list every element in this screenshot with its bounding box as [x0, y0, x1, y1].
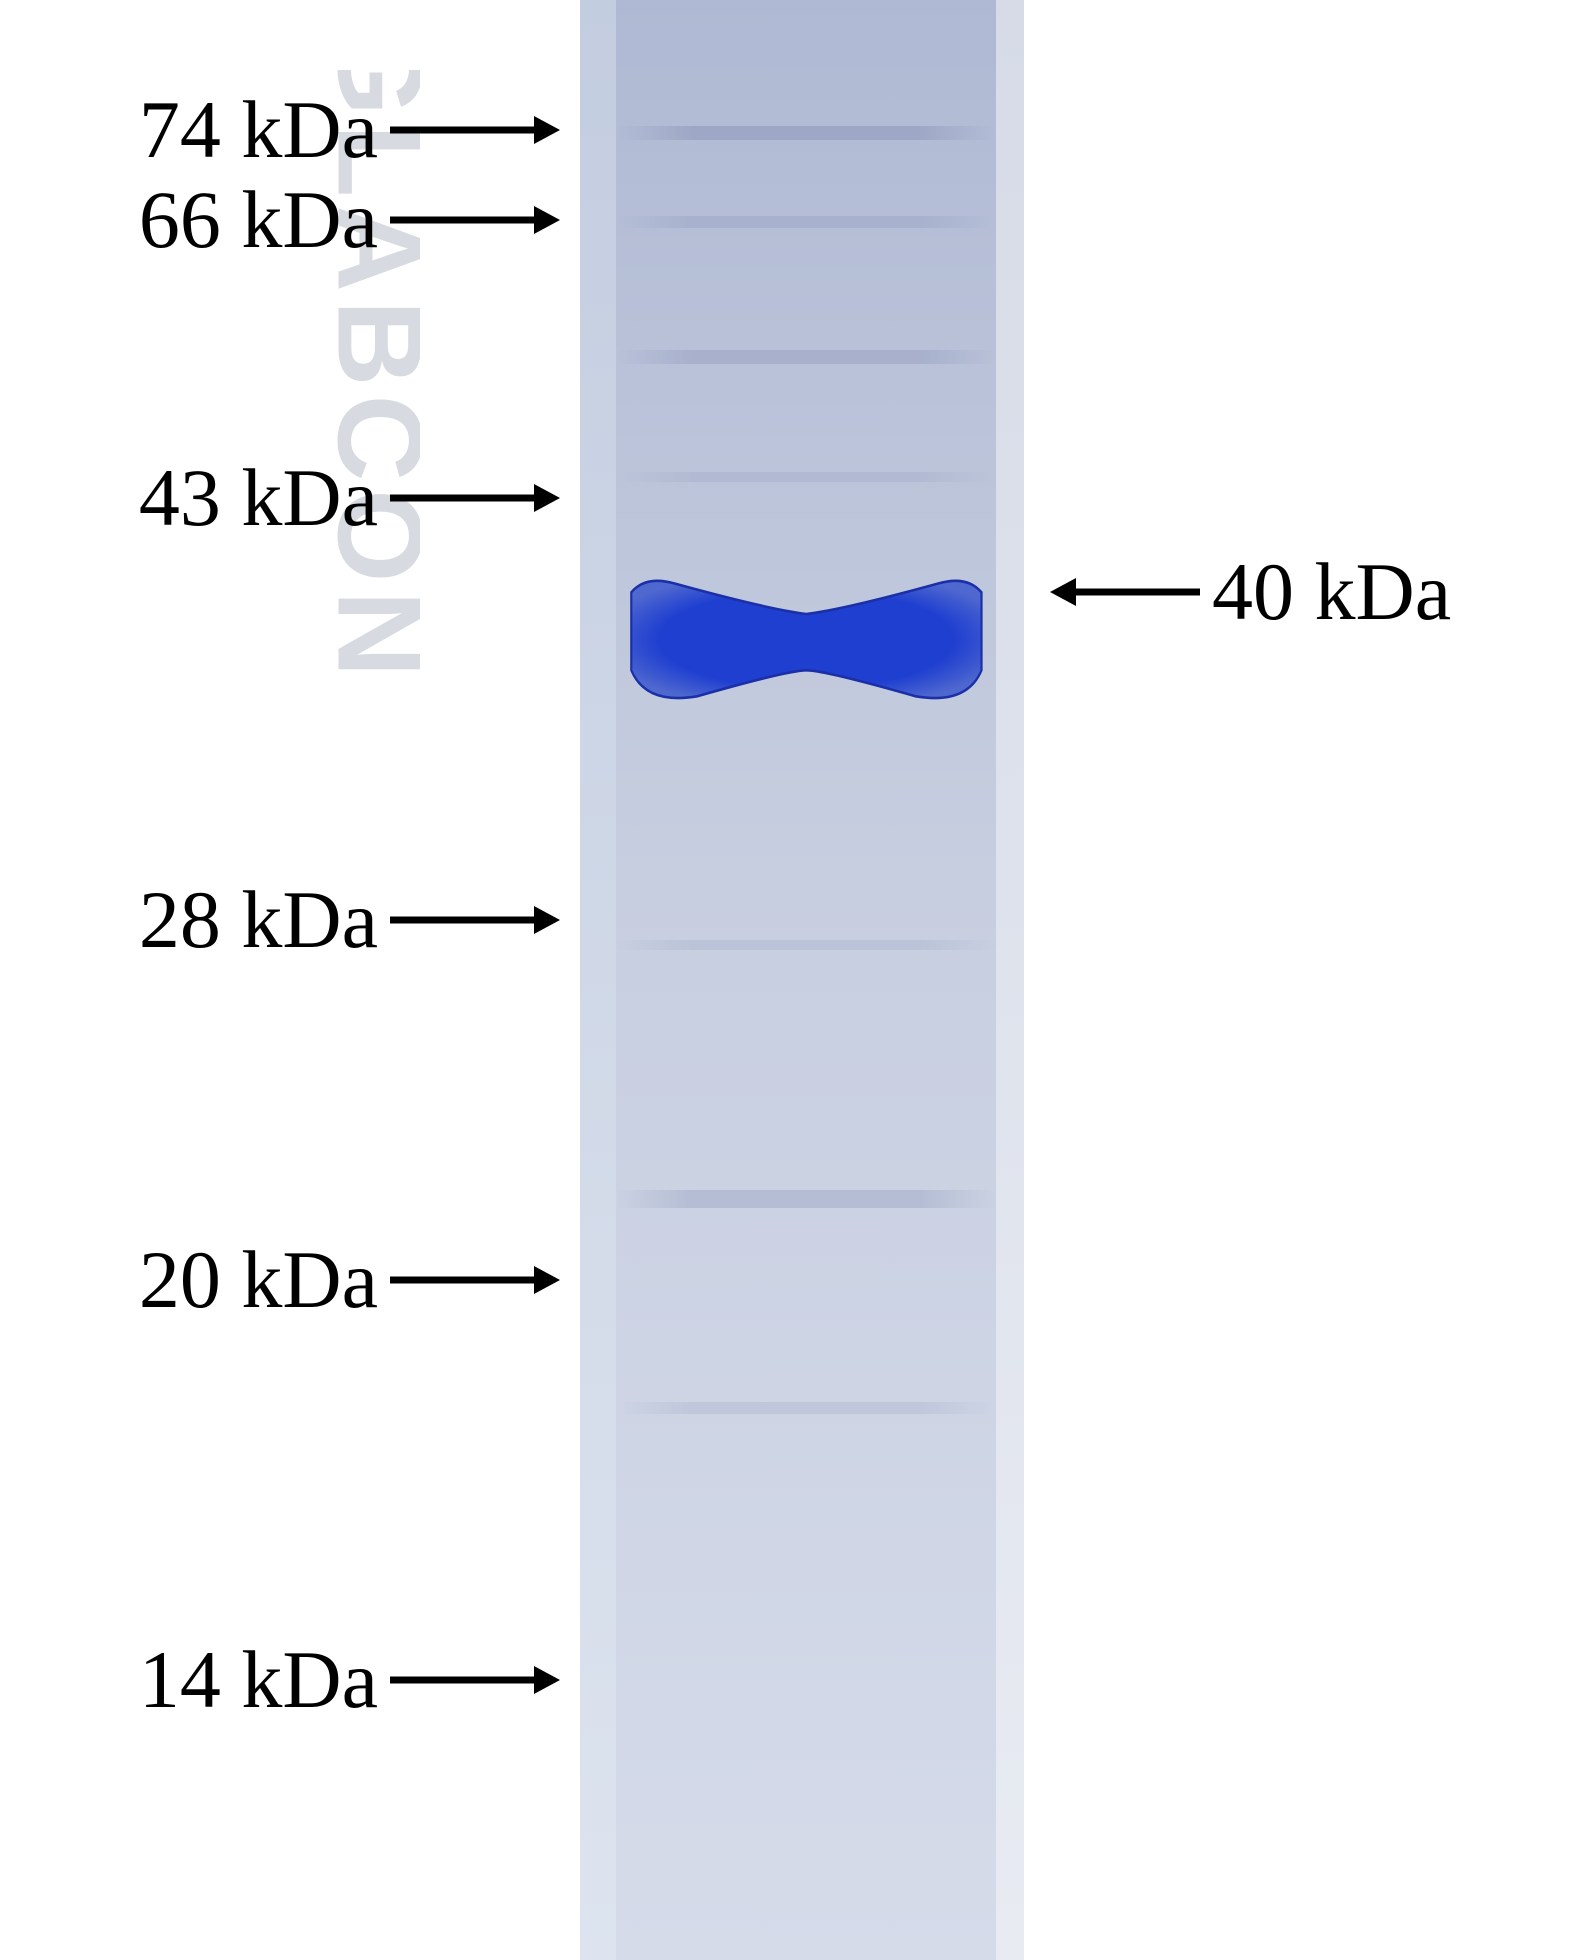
mw-marker-label: 74 kDa — [139, 82, 560, 178]
mw-marker-text: 28 kDa — [139, 879, 378, 961]
faint-band — [616, 126, 996, 140]
mw-marker-label: 43 kDa — [139, 450, 560, 546]
arrow-right-icon — [390, 480, 560, 516]
mw-marker-label: 20 kDa — [139, 1232, 560, 1328]
arrow-right-icon — [390, 112, 560, 148]
faint-band — [616, 1190, 996, 1208]
arrow-right-icon — [390, 202, 560, 238]
lane-right-edge — [996, 0, 1024, 1960]
target-band-text: 40 kDa — [1212, 551, 1451, 633]
mw-marker-label: 66 kDa — [139, 172, 560, 268]
mw-marker-label: 14 kDa — [139, 1632, 560, 1728]
arrow-right-icon — [390, 902, 560, 938]
gel-figure: WWW.PTGLABCON 74 kDa66 kDa43 kDa28 kDa20… — [0, 0, 1585, 1960]
lane-left-edge — [580, 0, 616, 1960]
target-band-40kda — [624, 575, 989, 705]
mw-marker-text: 43 kDa — [139, 457, 378, 539]
mw-marker-label: 28 kDa — [139, 872, 560, 968]
faint-band — [616, 216, 996, 228]
mw-marker-text: 66 kDa — [139, 179, 378, 261]
faint-band — [616, 350, 996, 364]
faint-band — [616, 940, 996, 950]
faint-band — [616, 1402, 996, 1414]
faint-band — [616, 472, 996, 482]
gel-lane — [616, 0, 996, 1960]
mw-marker-text: 20 kDa — [139, 1239, 378, 1321]
arrow-right-icon — [390, 1662, 560, 1698]
arrow-left-icon — [1050, 574, 1200, 610]
target-band-label: 40 kDa — [1050, 544, 1451, 640]
mw-marker-text: 74 kDa — [139, 89, 378, 171]
arrow-right-icon — [390, 1262, 560, 1298]
mw-marker-text: 14 kDa — [139, 1639, 378, 1721]
